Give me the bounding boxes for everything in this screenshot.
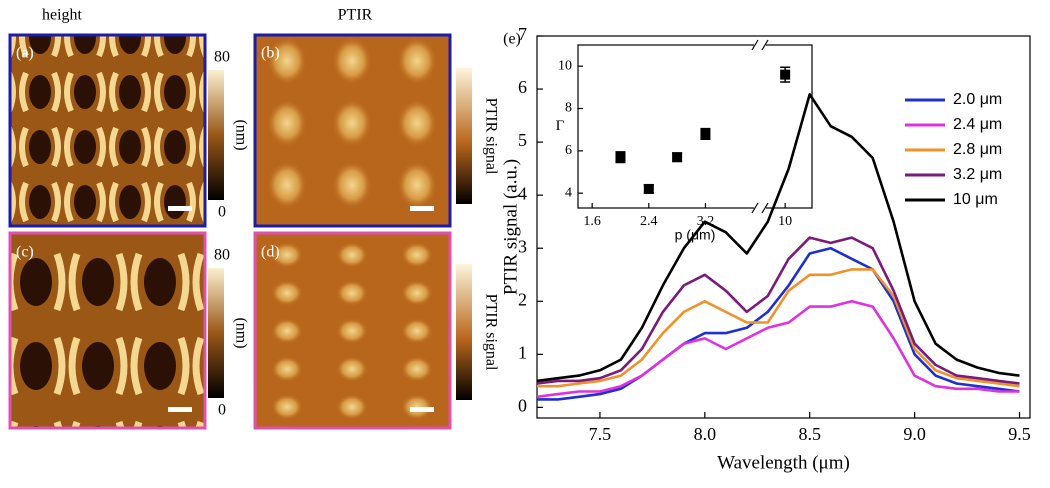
legend-label: 10 μm <box>953 191 998 208</box>
axis-break-gap <box>754 41 766 49</box>
y-tick-label: 1 <box>518 342 527 362</box>
x-axis-label: p (μm) <box>675 227 716 243</box>
y-tick-label: 4 <box>518 183 527 203</box>
x-tick-label: 10 <box>778 214 792 229</box>
series-line <box>536 93 1020 383</box>
legend-label: 2.0 μm <box>953 91 1002 108</box>
point <box>643 183 654 194</box>
y-tick-label: 8 <box>565 101 572 116</box>
height-image <box>8 231 207 430</box>
y-tick-label: 10 <box>558 58 572 73</box>
x-tick-label: 9.5 <box>1008 424 1031 444</box>
x-tick-label: 7.5 <box>589 424 612 444</box>
y-tick-label: 2 <box>518 289 527 309</box>
x-tick-label: 9.0 <box>903 424 926 444</box>
scale-bar <box>168 206 192 211</box>
y-tick-label: 3 <box>518 236 527 256</box>
legend-label: 2.8 μm <box>953 141 1002 158</box>
x-tick-label: 3.2 <box>697 214 715 229</box>
y-tick-label: 6 <box>565 143 572 158</box>
panel-label: (b) <box>261 45 280 62</box>
x-axis-label: Wavelength (μm) <box>717 452 850 473</box>
column-title: PTIR <box>338 7 373 24</box>
axis-break <box>751 39 759 51</box>
y-axis-label: PTIR signal (a.u.) <box>500 159 521 295</box>
inset-frame <box>577 44 813 209</box>
y-tick-label: 5 <box>518 130 527 150</box>
colorbar-label: (nm) <box>232 317 249 348</box>
panel-label: (c) <box>16 244 34 261</box>
ptir-image <box>253 231 452 430</box>
colorbar-label: PTIR signal <box>482 294 499 371</box>
colorbar-max: 80 <box>214 49 230 66</box>
colorbar <box>456 68 472 204</box>
series-line <box>536 300 1020 399</box>
scale-bar <box>410 407 434 412</box>
legend-label: 2.4 μm <box>953 116 1002 133</box>
colorbar-label: PTIR signal <box>482 98 499 175</box>
axis-break <box>761 39 769 51</box>
x-tick-label: 8.0 <box>694 424 717 444</box>
image-panels: height PTIR (a) (b) (c) (d) 80 0 (nm) 80… <box>8 7 499 430</box>
axis-break-gap <box>754 204 766 212</box>
panel-label: (d) <box>261 244 280 261</box>
y-tick-label: 0 <box>518 396 527 416</box>
panel-label: (a) <box>16 45 34 62</box>
colorbar <box>208 70 224 200</box>
series-line <box>537 246 1020 401</box>
axis-break <box>751 202 759 214</box>
colorbar-max: 80 <box>214 247 230 264</box>
scale-bar <box>410 206 434 211</box>
x-tick-label: 8.5 <box>798 424 821 444</box>
point <box>672 152 683 163</box>
colorbar <box>208 268 224 398</box>
legend-label: 3.2 μm <box>953 166 1002 183</box>
axis-break <box>761 202 769 214</box>
colorbar <box>456 264 472 400</box>
height-image <box>8 33 207 228</box>
column-title: height <box>42 7 83 24</box>
colorbar-label: (nm) <box>232 119 249 150</box>
colorbar-min: 0 <box>218 402 226 419</box>
y-tick-label: 4 <box>565 185 572 200</box>
point <box>615 152 626 163</box>
y-axis-label: Γ <box>556 118 565 134</box>
x-tick-label: 2.4 <box>640 214 658 229</box>
plot-frame <box>536 35 1031 419</box>
panel-label: (e) <box>503 31 521 48</box>
ptir-image <box>253 33 452 228</box>
y-tick-label: 7 <box>518 24 527 44</box>
series-line <box>537 268 1020 388</box>
point <box>700 128 711 139</box>
colorbar-min: 0 <box>218 204 226 221</box>
y-tick-label: 6 <box>518 77 527 97</box>
point <box>780 69 791 80</box>
x-tick-label: 1.6 <box>583 214 601 229</box>
scale-bar <box>168 407 192 412</box>
series-line <box>536 236 1020 385</box>
